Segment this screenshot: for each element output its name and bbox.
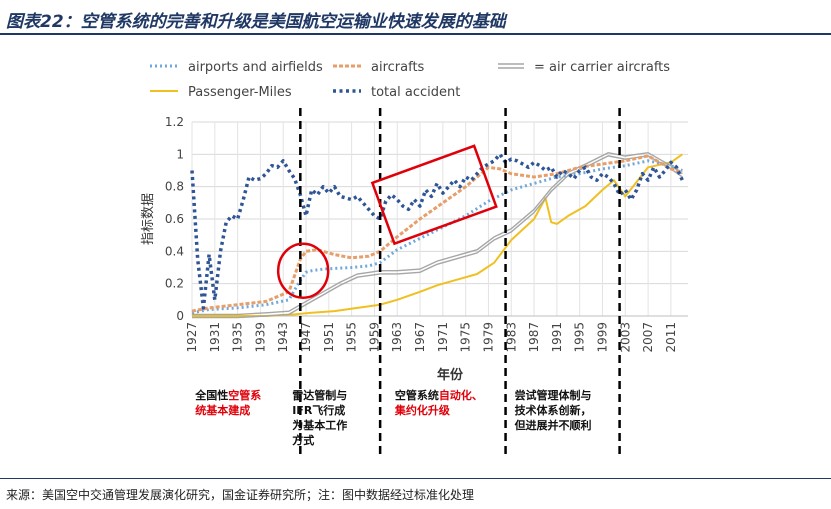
legend-label-aircrafts: aircrafts xyxy=(371,60,425,75)
era-label-line: IFR飞行成 xyxy=(292,403,347,418)
series-line-aircrafts xyxy=(191,154,683,313)
era-label-line: 但进展并不顺利 xyxy=(515,418,592,433)
era-label-line: 统基本建成 xyxy=(195,403,261,418)
x-tick-label: 1927 xyxy=(185,322,199,353)
title-divider xyxy=(0,33,831,35)
highlight-circle xyxy=(276,242,330,299)
y-tick-label: 1 xyxy=(176,147,184,161)
series-line-air-carrier-aircrafts-b xyxy=(192,155,683,319)
era-label-highlight: 集约化升级 xyxy=(394,404,450,417)
x-tick-label: 1975 xyxy=(459,322,473,353)
y-tick-label: 0.8 xyxy=(165,180,184,194)
era-label-line: 雷达管制与 xyxy=(292,388,347,403)
highlight-box xyxy=(370,144,498,246)
legend-label-air-carrier-aircrafts: = air carrier aircrafts xyxy=(534,60,670,75)
x-tick-label: 1947 xyxy=(299,322,313,353)
era-label-highlight: 统基本建成 xyxy=(195,404,251,417)
x-tick-label: 2003 xyxy=(618,322,632,353)
era-label-3: 空管系统自动化、 集约化升级 xyxy=(395,388,483,418)
x-tick-label: 1995 xyxy=(573,322,587,353)
y-tick-label: 0.6 xyxy=(165,212,184,226)
era-label-4: 尝试管理体制与 技术体系创新， 但进展并不顺利 xyxy=(515,388,592,433)
x-tick-label: 1955 xyxy=(345,322,359,353)
x-tick-label: 1935 xyxy=(231,322,245,353)
era-label-text: 但进展并不顺利 xyxy=(514,419,592,432)
era-label-text: 雷达管制与 xyxy=(292,389,348,402)
era-label-text: 技术体系创新， xyxy=(514,404,592,417)
x-tick-label: 2011 xyxy=(664,322,678,353)
era-label-2: 雷达管制与 IFR飞行成 为基本工作方式 xyxy=(292,388,347,448)
legend-label-passenger-miles: Passenger-Miles xyxy=(188,85,292,100)
legend-label-airports-and-airfields: airports and airfields xyxy=(188,60,323,75)
era-label-highlight: 自动化、 xyxy=(438,389,483,402)
source-note: 来源：美国空中交通管理发展演化研究，国金证券研究所；注：图中数据经过标准化处理 xyxy=(6,488,475,502)
y-axis-title: 指标数据 xyxy=(141,193,156,245)
era-label-line: 空管系统自动化、 xyxy=(395,388,483,403)
header: 图表22：空管系统的完善和升级是美国航空运输业快速发展的基础 xyxy=(0,0,831,40)
x-tick-label: 1951 xyxy=(322,322,336,353)
x-tick-label: 1931 xyxy=(208,322,222,353)
x-tick-label: 1963 xyxy=(390,322,404,353)
era-label-text: 为基本工作 xyxy=(292,419,348,432)
era-label-line: 集约化升级 xyxy=(395,403,483,418)
y-tick-label: 0.4 xyxy=(165,244,184,258)
era-label-1: 全国性空管系 统基本建成 xyxy=(195,388,261,418)
era-label-text: 空管系统 xyxy=(394,389,439,402)
x-tick-label: 1971 xyxy=(436,322,450,353)
y-tick-label: 1.2 xyxy=(165,115,184,129)
x-tick-label: 1991 xyxy=(550,322,564,353)
era-label-line: 为基本工作 xyxy=(292,418,347,433)
x-tick-label: 1999 xyxy=(595,322,609,353)
legend-label-total-accident: total accident xyxy=(371,85,460,100)
era-label-text: 方式 xyxy=(292,434,315,447)
line-chart: 0 0.2 0.4 0.6 0.8 1 1.2 1927 1931 1935 1939 1943 194… xyxy=(141,60,688,456)
series-line-total-accident xyxy=(190,152,684,310)
era-label-text: 全国性 xyxy=(195,389,229,402)
page-title: 图表22：空管系统的完善和升级是美国航空运输业快速发展的基础 xyxy=(6,12,506,32)
x-tick-label: 1979 xyxy=(481,322,495,353)
x-tick-label: 1983 xyxy=(504,322,518,353)
era-label-highlight: 空管系 xyxy=(228,389,262,402)
x-tick-label: 1987 xyxy=(527,322,541,353)
era-label-line: 全国性空管系 xyxy=(195,388,261,403)
x-tick-label: 1967 xyxy=(413,322,427,353)
series-line-airports-and-airfields xyxy=(191,159,683,315)
x-tick-label: 2007 xyxy=(641,322,655,353)
era-label-text: 尝试管理体制与 xyxy=(514,389,592,402)
series-line-air-carrier-aircrafts xyxy=(192,151,683,316)
series-line-passenger-miles xyxy=(192,153,683,317)
y-tick-label: 0.2 xyxy=(165,277,184,291)
x-tick-label: 1939 xyxy=(253,322,267,353)
x-axis-title: 年份 xyxy=(437,367,464,383)
y-tick-label: 0 xyxy=(176,309,184,323)
era-label-line: 方式 xyxy=(292,433,347,448)
era-label-line: 技术体系创新， xyxy=(515,403,592,418)
era-label-line: 尝试管理体制与 xyxy=(515,388,592,403)
footer-divider xyxy=(0,478,831,479)
x-tick-label: 1943 xyxy=(276,322,290,353)
era-label-text: IFR飞行成 xyxy=(292,404,346,417)
x-tick-label: 1959 xyxy=(367,322,381,353)
